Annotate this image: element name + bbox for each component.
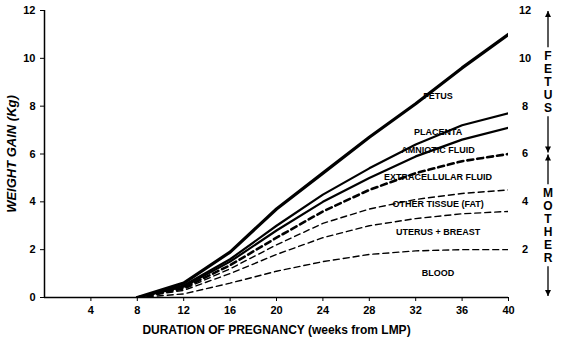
svg-text:6: 6 bbox=[29, 148, 35, 160]
svg-text:12: 12 bbox=[519, 4, 531, 16]
svg-text:M: M bbox=[543, 186, 553, 200]
svg-text:E: E bbox=[544, 62, 552, 76]
svg-text:40: 40 bbox=[502, 304, 514, 316]
svg-text:O: O bbox=[543, 199, 552, 213]
svg-text:2: 2 bbox=[522, 243, 528, 255]
svg-text:S: S bbox=[544, 101, 552, 115]
svg-text:F: F bbox=[544, 49, 551, 63]
svg-text:10: 10 bbox=[23, 52, 35, 64]
svg-text:H: H bbox=[544, 225, 553, 239]
svg-text:12: 12 bbox=[23, 4, 35, 16]
svg-text:2: 2 bbox=[29, 243, 35, 255]
svg-text:4: 4 bbox=[29, 195, 36, 207]
svg-text:T: T bbox=[544, 75, 552, 89]
svg-text:20: 20 bbox=[270, 304, 282, 316]
svg-text:PLACENTA: PLACENTA bbox=[414, 127, 463, 137]
svg-text:UTERUS + BREAST: UTERUS + BREAST bbox=[396, 227, 481, 237]
svg-text:32: 32 bbox=[410, 304, 422, 316]
svg-text:R: R bbox=[544, 251, 553, 265]
svg-text:OTHER TISSUE (FAT): OTHER TISSUE (FAT) bbox=[392, 199, 483, 209]
svg-text:AMNIOTIC FLUID: AMNIOTIC FLUID bbox=[401, 145, 475, 155]
svg-text:8: 8 bbox=[134, 304, 140, 316]
svg-text:T: T bbox=[544, 212, 552, 226]
svg-text:E: E bbox=[544, 238, 552, 252]
svg-text:DURATION OF PREGNANCY (weeks f: DURATION OF PREGNANCY (weeks from LMP) bbox=[142, 323, 410, 337]
svg-text:EXTRACELLULAR FLUID: EXTRACELLULAR FLUID bbox=[384, 172, 492, 182]
svg-text:16: 16 bbox=[224, 304, 236, 316]
svg-text:10: 10 bbox=[519, 52, 531, 64]
svg-text:6: 6 bbox=[522, 147, 528, 159]
svg-text:36: 36 bbox=[456, 304, 468, 316]
svg-text:24: 24 bbox=[317, 304, 330, 316]
svg-text:0: 0 bbox=[29, 291, 35, 303]
svg-text:8: 8 bbox=[29, 100, 35, 112]
svg-text:12: 12 bbox=[178, 304, 190, 316]
svg-text:8: 8 bbox=[522, 100, 528, 112]
svg-text:U: U bbox=[544, 88, 553, 102]
svg-text:WEIGHT GAIN (Kg): WEIGHT GAIN (Kg) bbox=[4, 95, 19, 213]
svg-text:28: 28 bbox=[363, 304, 375, 316]
svg-text:4: 4 bbox=[88, 304, 95, 316]
svg-text:BLOOD: BLOOD bbox=[422, 268, 455, 278]
svg-text:FETUS: FETUS bbox=[423, 91, 453, 101]
svg-text:4: 4 bbox=[522, 195, 529, 207]
